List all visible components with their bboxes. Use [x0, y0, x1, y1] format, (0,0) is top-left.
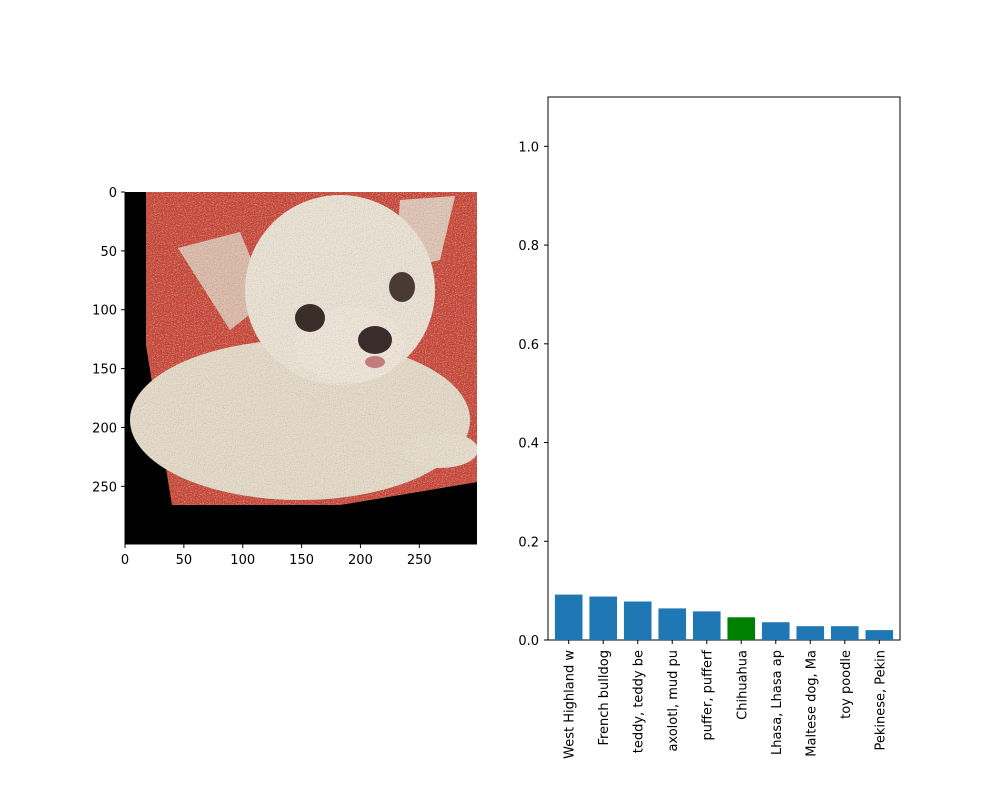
image-x-tick-label: 100 — [230, 553, 255, 568]
bar-toy-poodle — [830, 626, 859, 640]
image-x-tick-label: 200 — [348, 553, 373, 568]
image-x-tick-label: 0 — [121, 553, 129, 568]
bar-west-highland-w — [554, 594, 583, 640]
chart-x-tick-label: Pekinese, Pekin — [873, 650, 888, 751]
chart-x-tick-label: French bulldog — [597, 650, 612, 746]
dog-tongue — [365, 356, 385, 368]
image-y-tick-label: 200 — [92, 421, 117, 436]
bar-chart-panel: 0.0 0.2 0.4 0.6 0.8 1.0 West Highland w French… — [518, 96, 901, 759]
image-y-tick-label: 250 — [92, 480, 117, 495]
chart-x-tick-label: axolotl, mud pu — [666, 650, 681, 752]
image-y-tick-label: 50 — [100, 245, 117, 260]
bar-pekinese-pekin — [865, 630, 894, 640]
chart-x-tick-label: teddy, teddy be — [632, 650, 647, 753]
image-y-tick-label: 150 — [92, 363, 117, 378]
dog-body — [130, 340, 470, 500]
chart-y-tick-label: 0.8 — [518, 239, 539, 254]
chart-y-tick-label: 0.6 — [518, 338, 539, 353]
bar-maltese-dog-ma — [796, 626, 825, 640]
chart-y-tick-label: 0.2 — [518, 535, 539, 550]
chart-x-tick-label: puffer, pufferf — [701, 650, 716, 741]
chart-y-tick-label: 0.4 — [518, 437, 539, 452]
image-x-tick-label: 50 — [176, 553, 193, 568]
image-x-axis: 0 50 100 150 200 250 — [121, 543, 477, 568]
dog-left-eye — [295, 304, 325, 332]
image-y-tick-label: 0 — [109, 186, 117, 201]
chart-x-tick-label: Chihuahua — [735, 650, 750, 720]
bar-lhasa-lhasa-ap — [761, 622, 790, 640]
chart-x-axis: West Highland w French bulldog teddy, tedd… — [563, 640, 888, 759]
dog-nose — [358, 326, 392, 354]
bar-french-bulldog — [589, 596, 618, 640]
bar-axolotl-mud-pu — [658, 608, 687, 640]
dog-right-eye — [389, 272, 415, 302]
image-x-tick-label: 150 — [289, 553, 314, 568]
bars — [554, 594, 894, 640]
chart-x-tick-label: toy poodle — [839, 650, 854, 719]
image-panel: 0 50 100 150 200 250 0 50 100 150 200 250 — [92, 186, 477, 568]
image-y-tick-label: 100 — [92, 304, 117, 319]
bar-puffer-pufferf — [692, 611, 721, 640]
chart-y-tick-label: 0.0 — [518, 634, 539, 649]
dog-left-ear — [178, 232, 268, 330]
bar-teddy-teddy-be — [623, 601, 652, 640]
chart-x-tick-label: West Highland w — [563, 650, 578, 759]
chart-y-tick-label: 1.0 — [518, 140, 539, 155]
chart-y-axis: 0.0 0.2 0.4 0.6 0.8 1.0 — [518, 140, 548, 649]
bar-chihuahua — [727, 617, 756, 640]
image-x-tick-label: 250 — [407, 553, 432, 568]
image-y-axis: 0 50 100 150 200 250 — [92, 186, 126, 544]
chart-x-tick-label: Maltese dog, Ma — [804, 650, 819, 757]
chart-frame — [547, 96, 901, 641]
puppy-image — [125, 192, 477, 544]
dog-paw — [402, 432, 477, 468]
chart-x-tick-label: Lhasa, Lhasa ap — [770, 650, 785, 755]
